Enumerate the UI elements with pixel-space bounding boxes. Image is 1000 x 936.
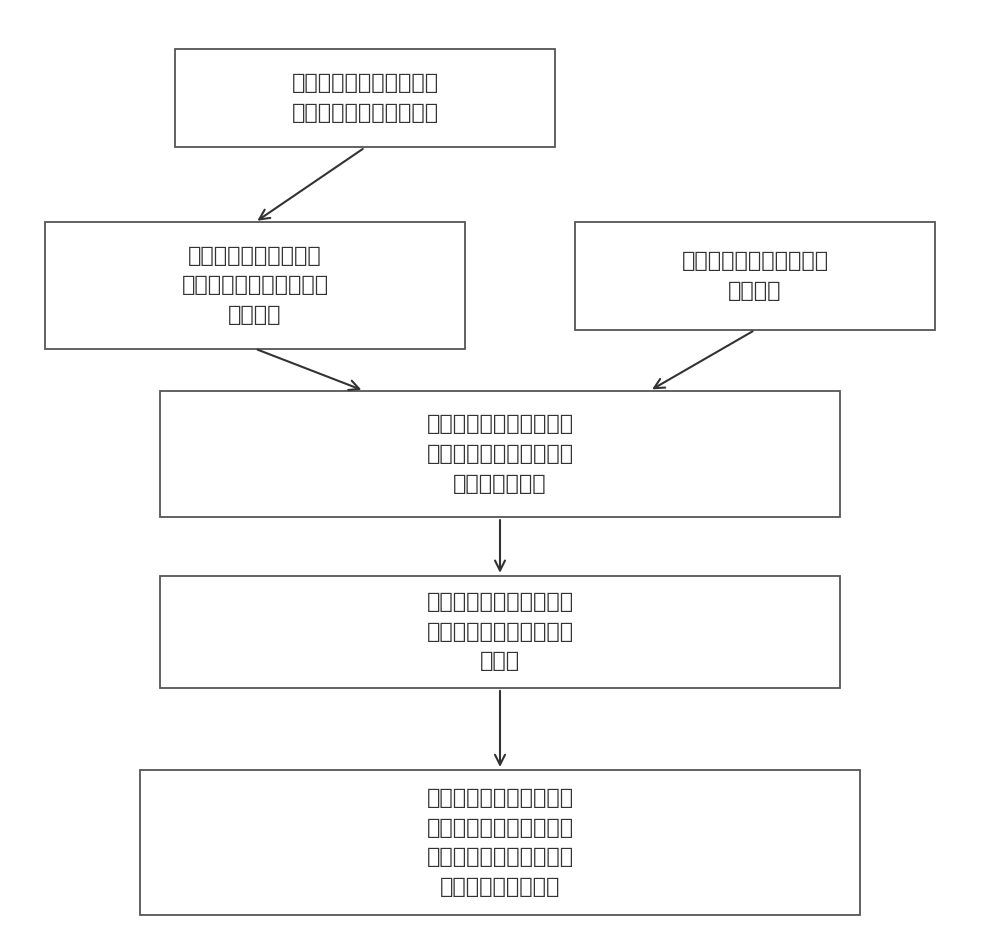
Bar [160, 576, 840, 688]
Text: 根据当前综合信任值、前
一时刻的综合信任值及信
任值更新权重，计算出成
员节点的综合信任值: 根据当前综合信任值、前 一时刻的综合信任值及信 任值更新权重，计算出成 员节点的… [426, 788, 574, 897]
Text: 根据成员节点的当前综合
信任值，计算出信任值更
新权重: 根据成员节点的当前综合 信任值，计算出信任值更 新权重 [426, 592, 574, 671]
Text: 簇内其他成员节点计算出
推荐信任值，传递给簇头: 簇内其他成员节点计算出 推荐信任值，传递给簇头 [291, 74, 439, 123]
Text: 簇头计算出成员节点的直
接信任值: 簇头计算出成员节点的直 接信任值 [681, 252, 829, 300]
Text: 簇头滤除虚假推荐信任
值，计算出成员节点的间
接信任值: 簇头滤除虚假推荐信任 值，计算出成员节点的间 接信任值 [181, 246, 329, 325]
Bar [175, 49, 555, 147]
Bar [160, 390, 840, 517]
Bar [140, 769, 860, 915]
Bar [45, 223, 465, 349]
Bar [575, 223, 935, 330]
Text: 簇头对成员节点进行综合
评估，计算出成员节点的
当前综合信任值: 簇头对成员节点进行综合 评估，计算出成员节点的 当前综合信任值 [426, 415, 574, 493]
